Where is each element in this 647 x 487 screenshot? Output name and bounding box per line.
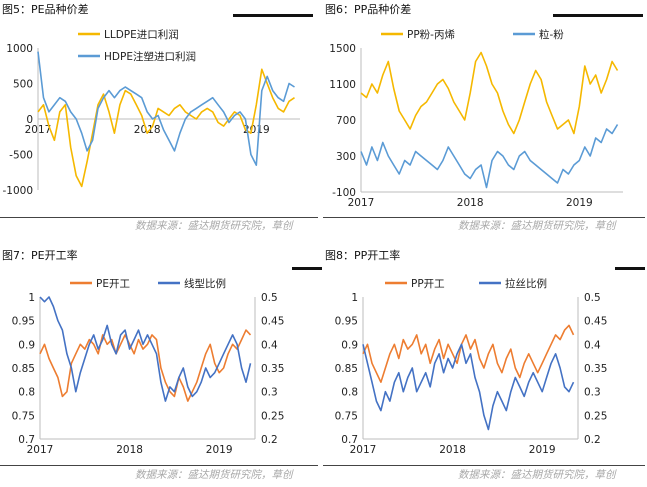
- series-line: [362, 343, 575, 431]
- y-tick-label: 0.85: [12, 363, 35, 375]
- y-tick-label: 0.9: [341, 339, 358, 351]
- series-line: [39, 329, 252, 402]
- legend-label: LLDPE进口利润: [104, 28, 179, 41]
- y-tick-label: 0.75: [335, 410, 358, 422]
- y2-tick-label: 0.4: [584, 339, 601, 351]
- divider: [615, 267, 645, 270]
- y-tick-label: 0.7: [18, 434, 35, 446]
- chart-caption: 图6：PP品种价差: [325, 3, 412, 16]
- x-tick-label: 2018: [116, 444, 143, 456]
- x-tick-label: 2019: [566, 197, 593, 209]
- x-tick-label: 2018: [457, 197, 484, 209]
- chart-panel-fig8: 图8：PP开工率 1 0.95 0.9 0.85 0.8 0.75 0.7 0.5 0.45 0.…: [323, 243, 646, 486]
- y-tick-label: -100: [332, 187, 356, 199]
- source-note: 数据来源：盛达期货研究院，草创: [135, 220, 293, 232]
- y2-tick-label: 0.45: [584, 316, 607, 328]
- legend-label: PP粉-丙烯: [407, 28, 455, 41]
- y2-tick-label: 0.25: [584, 410, 607, 422]
- y-tick-label: 1: [28, 292, 35, 304]
- chart-svg: 1 0.95 0.9 0.85 0.8 0.75 0.7 0.5 0.45 0.4 0.35 0.3 0…: [335, 277, 608, 456]
- y2-tick-label: 0.3: [261, 387, 278, 399]
- y2-tick-label: 0.2: [584, 434, 601, 446]
- divider: [233, 14, 313, 17]
- y-tick-label: 0.7: [341, 434, 358, 446]
- x-tick-label: 2019: [206, 444, 233, 456]
- y-tick-label: 0.95: [335, 316, 358, 328]
- y-tick-label: -1000: [2, 185, 33, 197]
- source-note: 数据来源：盛达期货研究院，草创: [135, 469, 293, 481]
- series-line: [360, 51, 619, 135]
- legend-label: 拉丝比例: [505, 277, 547, 290]
- y-tick-label: 1000: [6, 43, 33, 55]
- series-line: [37, 68, 295, 188]
- legend-label: PE开工: [96, 278, 130, 290]
- source-note: 数据来源：盛达期货研究院，草创: [458, 220, 616, 232]
- chart-panel-fig5: 图5：PE品种价差 1000 500 0 -500 -1000 2017 2018 2019 L…: [0, 0, 323, 243]
- divider: [0, 465, 318, 466]
- y-tick-label: 300: [336, 151, 356, 163]
- x-tick-label: 2017: [25, 124, 52, 136]
- y-tick-label: 1100: [329, 79, 356, 91]
- y2-tick-label: 0.3: [584, 387, 601, 399]
- chart-panel-fig6: 图6：PP品种价差 1500 1100 700 300 -100 2017 2018 2019…: [323, 0, 646, 243]
- y-tick-label: 0.9: [18, 339, 35, 351]
- source-note: 数据来源：盛达期货研究院，草创: [458, 469, 616, 481]
- series-line: [360, 124, 619, 189]
- series-line: [39, 296, 252, 402]
- y2-tick-label: 0.35: [261, 363, 284, 375]
- x-tick-label: 2018: [134, 124, 161, 136]
- y-tick-label: 0: [26, 114, 33, 126]
- chart-caption: 图7：PE开工率: [2, 249, 78, 262]
- legend-label: 粒-粉: [539, 28, 564, 41]
- y-tick-label: 0.8: [18, 387, 35, 399]
- chart-caption: 图8：PP开工率: [325, 249, 401, 262]
- x-tick-label: 2018: [439, 444, 466, 456]
- y-tick-label: -500: [9, 150, 33, 162]
- y-tick-label: 1: [351, 292, 358, 304]
- legend-label: 线型比例: [184, 277, 226, 290]
- y2-tick-label: 0.5: [584, 292, 601, 304]
- y2-tick-label: 0.45: [261, 316, 284, 328]
- x-tick-label: 2019: [529, 444, 556, 456]
- y2-tick-label: 0.2: [261, 434, 278, 446]
- y2-tick-label: 0.25: [261, 410, 284, 422]
- x-tick-label: 2017: [27, 444, 54, 456]
- divider: [553, 14, 643, 17]
- x-tick-label: 2017: [350, 444, 377, 456]
- divider: [292, 267, 322, 270]
- divider: [323, 465, 645, 466]
- x-tick-label: 2017: [348, 197, 375, 209]
- chart-caption: 图5：PE品种价差: [2, 3, 89, 16]
- y-tick-label: 0.8: [341, 387, 358, 399]
- series-line: [362, 324, 575, 383]
- y-tick-label: 1500: [329, 43, 356, 55]
- y-tick-label: 0.75: [12, 410, 35, 422]
- y-tick-label: 700: [336, 115, 356, 127]
- y2-tick-label: 0.5: [261, 292, 278, 304]
- y2-tick-label: 0.35: [584, 363, 607, 375]
- y-tick-label: 0.85: [335, 363, 358, 375]
- legend-label: HDPE注塑进口利润: [104, 50, 196, 63]
- y-tick-label: 500: [13, 79, 33, 91]
- chart-svg: 1 0.95 0.9 0.85 0.8 0.75 0.7 0.5 0.45 0.4 0.35 0.3 0…: [12, 277, 285, 456]
- divider: [323, 217, 645, 218]
- divider: [0, 217, 318, 218]
- y-tick-label: 0.95: [12, 316, 35, 328]
- series-line: [37, 51, 295, 166]
- y2-tick-label: 0.4: [261, 339, 278, 351]
- chart-panel-fig7: 图7：PE开工率 1 0.95 0.9 0.85 0.8 0.75 0.7 0.5 0.45 0.…: [0, 243, 323, 486]
- legend-label: PP开工: [411, 278, 445, 290]
